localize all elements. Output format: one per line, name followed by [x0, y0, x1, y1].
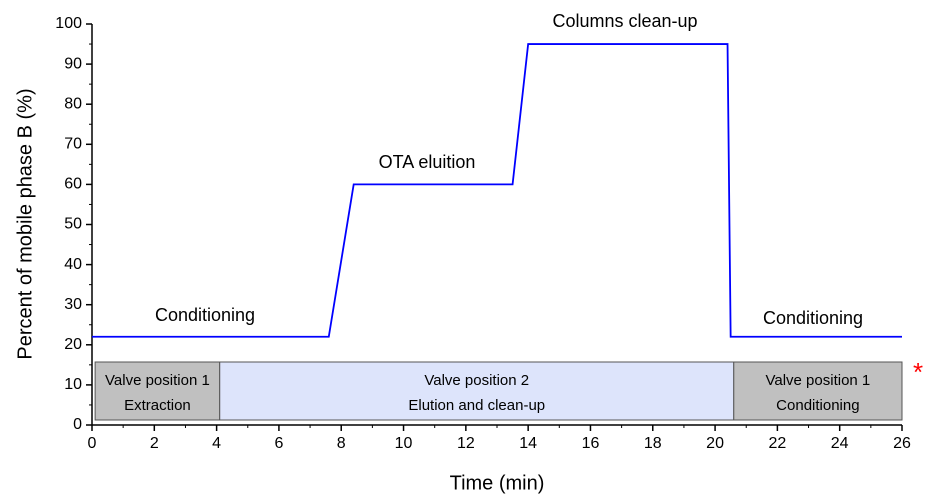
y-tick-label: 0	[73, 416, 82, 433]
region	[219, 361, 735, 421]
y-tick-label: 30	[64, 296, 82, 313]
x-tick-label: 12	[457, 435, 475, 452]
x-tick-label: 4	[212, 435, 221, 452]
y-tick-label: 10	[64, 376, 82, 393]
x-tick-label: 10	[395, 435, 413, 452]
region-label: Extraction	[124, 397, 191, 414]
region-label: Valve position 1	[765, 372, 870, 389]
y-tick-label: 90	[64, 55, 82, 72]
x-tick-label: 16	[582, 435, 600, 452]
region	[94, 361, 221, 421]
region-label: Valve position 1	[105, 372, 210, 389]
y-tick-label: 20	[64, 336, 82, 353]
x-tick-label: 22	[768, 435, 786, 452]
y-tick-label: 80	[64, 95, 82, 112]
x-tick-label: 6	[274, 435, 283, 452]
y-tick-label: 60	[64, 176, 82, 193]
x-tick-label: 2	[150, 435, 159, 452]
y-axis-title: Percent of mobile phase B (%)	[14, 88, 36, 359]
x-tick-label: 0	[88, 435, 97, 452]
annotation: Conditioning	[155, 305, 255, 325]
marker: *	[913, 357, 923, 387]
x-tick-label: 8	[337, 435, 346, 452]
x-tick-label: 20	[706, 435, 724, 452]
y-tick-label: 40	[64, 256, 82, 273]
annotation: Columns clean-up	[552, 11, 697, 31]
x-tick-label: 14	[519, 435, 537, 452]
region-label: Valve position 2	[424, 372, 529, 389]
y-tick-label: 70	[64, 136, 82, 153]
y-tick-label: 50	[64, 216, 82, 233]
region-label: Elution and clean-up	[408, 397, 545, 414]
line-series	[92, 43, 902, 338]
y-tick-label: 100	[55, 15, 82, 32]
annotation: Conditioning	[763, 308, 863, 328]
x-tick-label: 18	[644, 435, 662, 452]
region-label: Conditioning	[776, 397, 859, 414]
x-tick-label: 24	[831, 435, 849, 452]
region	[733, 361, 903, 421]
x-axis-title: Time (min)	[450, 472, 545, 494]
annotation: OTA eluition	[379, 152, 476, 172]
x-tick-label: 26	[893, 435, 911, 452]
